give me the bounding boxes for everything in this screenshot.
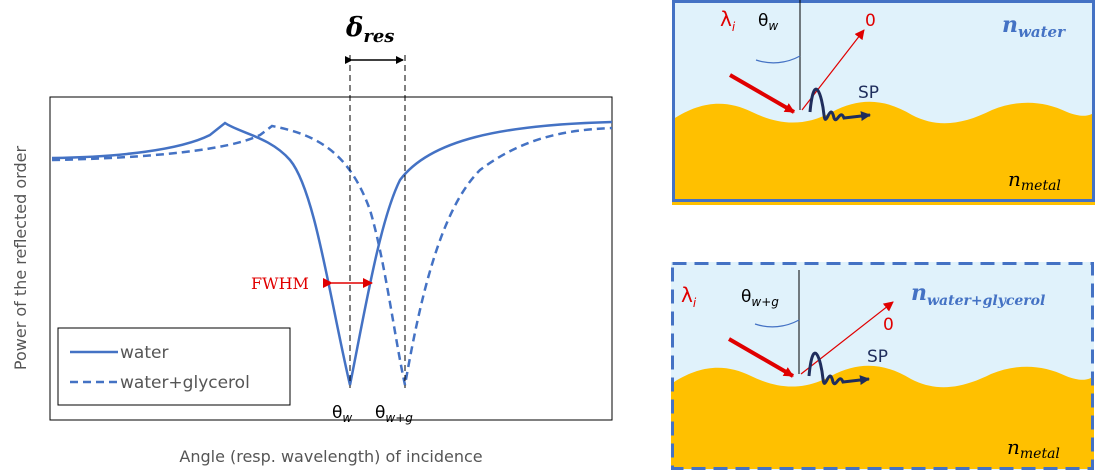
metal-label: nmetal <box>1008 167 1061 194</box>
glycerol-curve <box>51 124 613 386</box>
sp-label: SP <box>858 83 879 103</box>
medium-label: nwater <box>1002 12 1066 41</box>
theta-label: θw+g <box>741 287 779 309</box>
fwhm-label: FWHM <box>251 274 309 293</box>
water-curve <box>51 120 613 386</box>
panel-water-glycerol: λi θw+g 0 SP nwater+glycerol nmetal <box>671 262 1094 470</box>
order-label: 0 <box>865 11 876 31</box>
delta-label: δres <box>345 13 394 47</box>
medium-label: nwater+glycerol <box>911 280 1045 309</box>
plot-frame <box>49 96 613 421</box>
theta-label: θw <box>758 11 778 33</box>
theta-wg-label: θw+g <box>375 403 413 425</box>
legend-entry: water+glycerol <box>120 373 250 393</box>
panel-water: λi θw 0 SP nwater nmetal <box>672 0 1095 205</box>
x-axis-label: Angle (resp. wavelength) of incidence <box>179 447 482 466</box>
legend-entry: water <box>120 343 168 363</box>
order-label: 0 <box>883 315 894 335</box>
lambda-label: λi <box>720 7 736 34</box>
legend <box>57 327 291 406</box>
y-axis-label: Power of the reflected order <box>11 146 30 371</box>
lambda-label: λi <box>681 283 697 310</box>
sp-label: SP <box>867 347 888 367</box>
metal-label: nmetal <box>1007 435 1060 462</box>
theta-w-label: θw <box>332 403 352 425</box>
